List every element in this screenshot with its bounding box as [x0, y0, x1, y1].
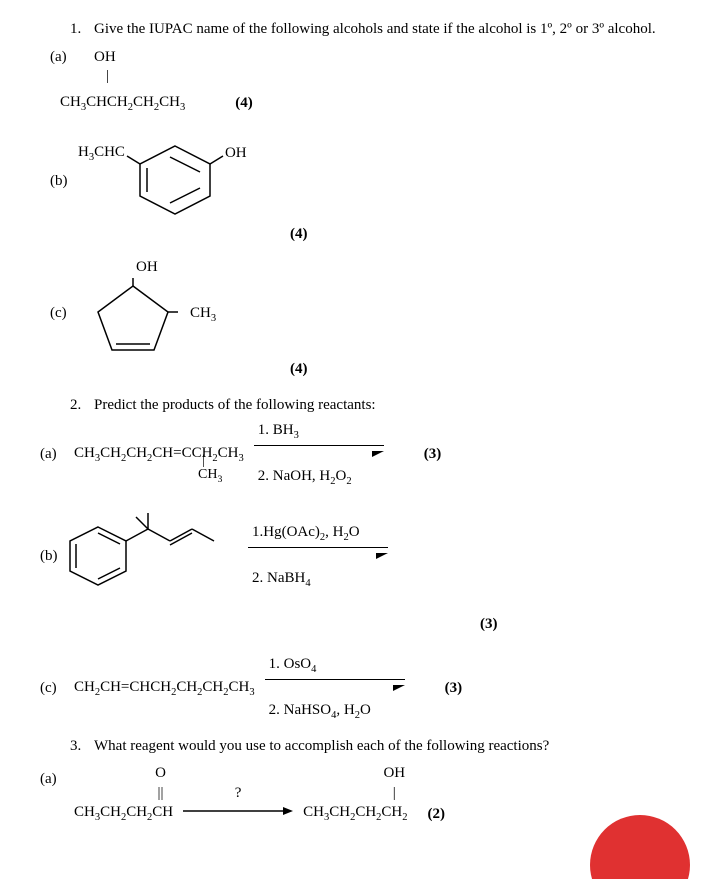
q3a-right-mid: | [381, 784, 407, 804]
q1b-letter: (b) [50, 172, 78, 192]
q1c-marks: (4) [290, 361, 308, 377]
q2c: (c) CH2CH=CHCH2CH2CH2CH3 1. OsO4 2. NaHS… [40, 655, 690, 723]
q3a-marks: (2) [428, 805, 446, 825]
q2c-arrow: 1. OsO4 2. NaHSO4, H2O [265, 655, 405, 723]
q2a-arrow: 1. BH3 2. NaOH, H2O2 [254, 421, 384, 489]
q2b-arrow: 1.Hg(OAc)2, H2O 2. NaBH4 [248, 523, 388, 591]
q2c-formula: CH2CH=CHCH2CH2CH2CH3 [74, 678, 255, 700]
q2-header: 2. Predict the products of the following… [70, 396, 690, 416]
q3-header: 3. What reagent would you use to accompl… [70, 737, 690, 757]
q2a-top: 1. BH3 [254, 421, 384, 446]
q2-text: Predict the products of the following re… [94, 396, 690, 416]
q2c-letter: (c) [40, 679, 68, 699]
q1c-ring [88, 278, 178, 365]
q2b-letter: (b) [40, 547, 68, 567]
q3a-right-bot: CH3CH2CH2CH2 [303, 803, 407, 825]
q1a-body: OH | [78, 48, 690, 87]
q1b-left: H3CHC [78, 143, 125, 165]
q1-num: 1. [70, 20, 94, 40]
q3-text: What reagent would you use to accomplish… [94, 737, 690, 757]
q3a-arrow: ? [183, 784, 293, 823]
q2a-bot: 2. NaOH, H2O2 [254, 465, 384, 489]
q1c-body: OH CH3 [78, 264, 690, 364]
q1a-formula: CH3CHCH2CH2CH3 [60, 93, 185, 115]
q2a: (a) CH3CH2CH2CH=CCH2CH3 | CH3 1. BH3 2. … [40, 421, 690, 489]
q1c-ch3: CH3 [190, 304, 216, 326]
q2c-marks: (3) [445, 679, 463, 699]
q1a-oh: OH [94, 48, 690, 68]
q3a-left-mid: || [148, 784, 173, 804]
q3a-left-top: O [148, 764, 173, 784]
q3a-left-bot: CH3CH2CH2CH [74, 803, 173, 825]
q2c-bot: 2. NaHSO4, H2O [265, 699, 405, 723]
q1b-ring [125, 138, 225, 225]
q2b-bot: 2. NaBH4 [248, 567, 388, 591]
q2b-top: 1.Hg(OAc)2, H2O [248, 523, 388, 548]
q1b-marks: (4) [290, 226, 308, 242]
q1a: (a) OH | [50, 48, 690, 87]
q1b-body: H3CHC OH [78, 138, 690, 225]
q2c-top: 1. OsO4 [265, 655, 405, 680]
q1b: (b) H3CHC OH [50, 138, 690, 225]
q2-num: 2. [70, 396, 94, 416]
q1c-letter: (c) [50, 304, 78, 324]
q1a-marks: (4) [235, 94, 253, 114]
q1c-oh: OH [136, 258, 158, 278]
q1-header: 1. Give the IUPAC name of the following … [70, 20, 690, 40]
q1c: (c) OH CH3 [50, 264, 690, 364]
q3-num: 3. [70, 737, 94, 757]
q2b: (b) 1.Hg(OAc)2, H2O 2. NaBH4 [40, 509, 690, 606]
q2b-marks: (3) [480, 616, 498, 632]
q3a-right-top: OH [381, 764, 407, 784]
q3a-q: ? [183, 784, 293, 804]
q2a-formula: CH3CH2CH2CH=CCH2CH3 [74, 445, 244, 461]
q1-text: Give the IUPAC name of the following alc… [94, 20, 690, 40]
q3a-letter: (a) [40, 770, 68, 790]
q2a-sub: | CH3 [198, 460, 222, 481]
q2a-letter: (a) [40, 445, 68, 465]
q2a-marks: (3) [424, 445, 442, 465]
q1a-bar: | [106, 67, 690, 87]
q3a: (a) O || CH3CH2CH2CH ? OH | CH3CH2CH2CH2… [40, 764, 690, 825]
q2b-struct [68, 509, 238, 606]
q1a-struct: CH3CHCH2CH2CH3 (4) [60, 93, 690, 115]
q1a-letter: (a) [50, 48, 78, 87]
q1b-right: OH [225, 144, 247, 164]
